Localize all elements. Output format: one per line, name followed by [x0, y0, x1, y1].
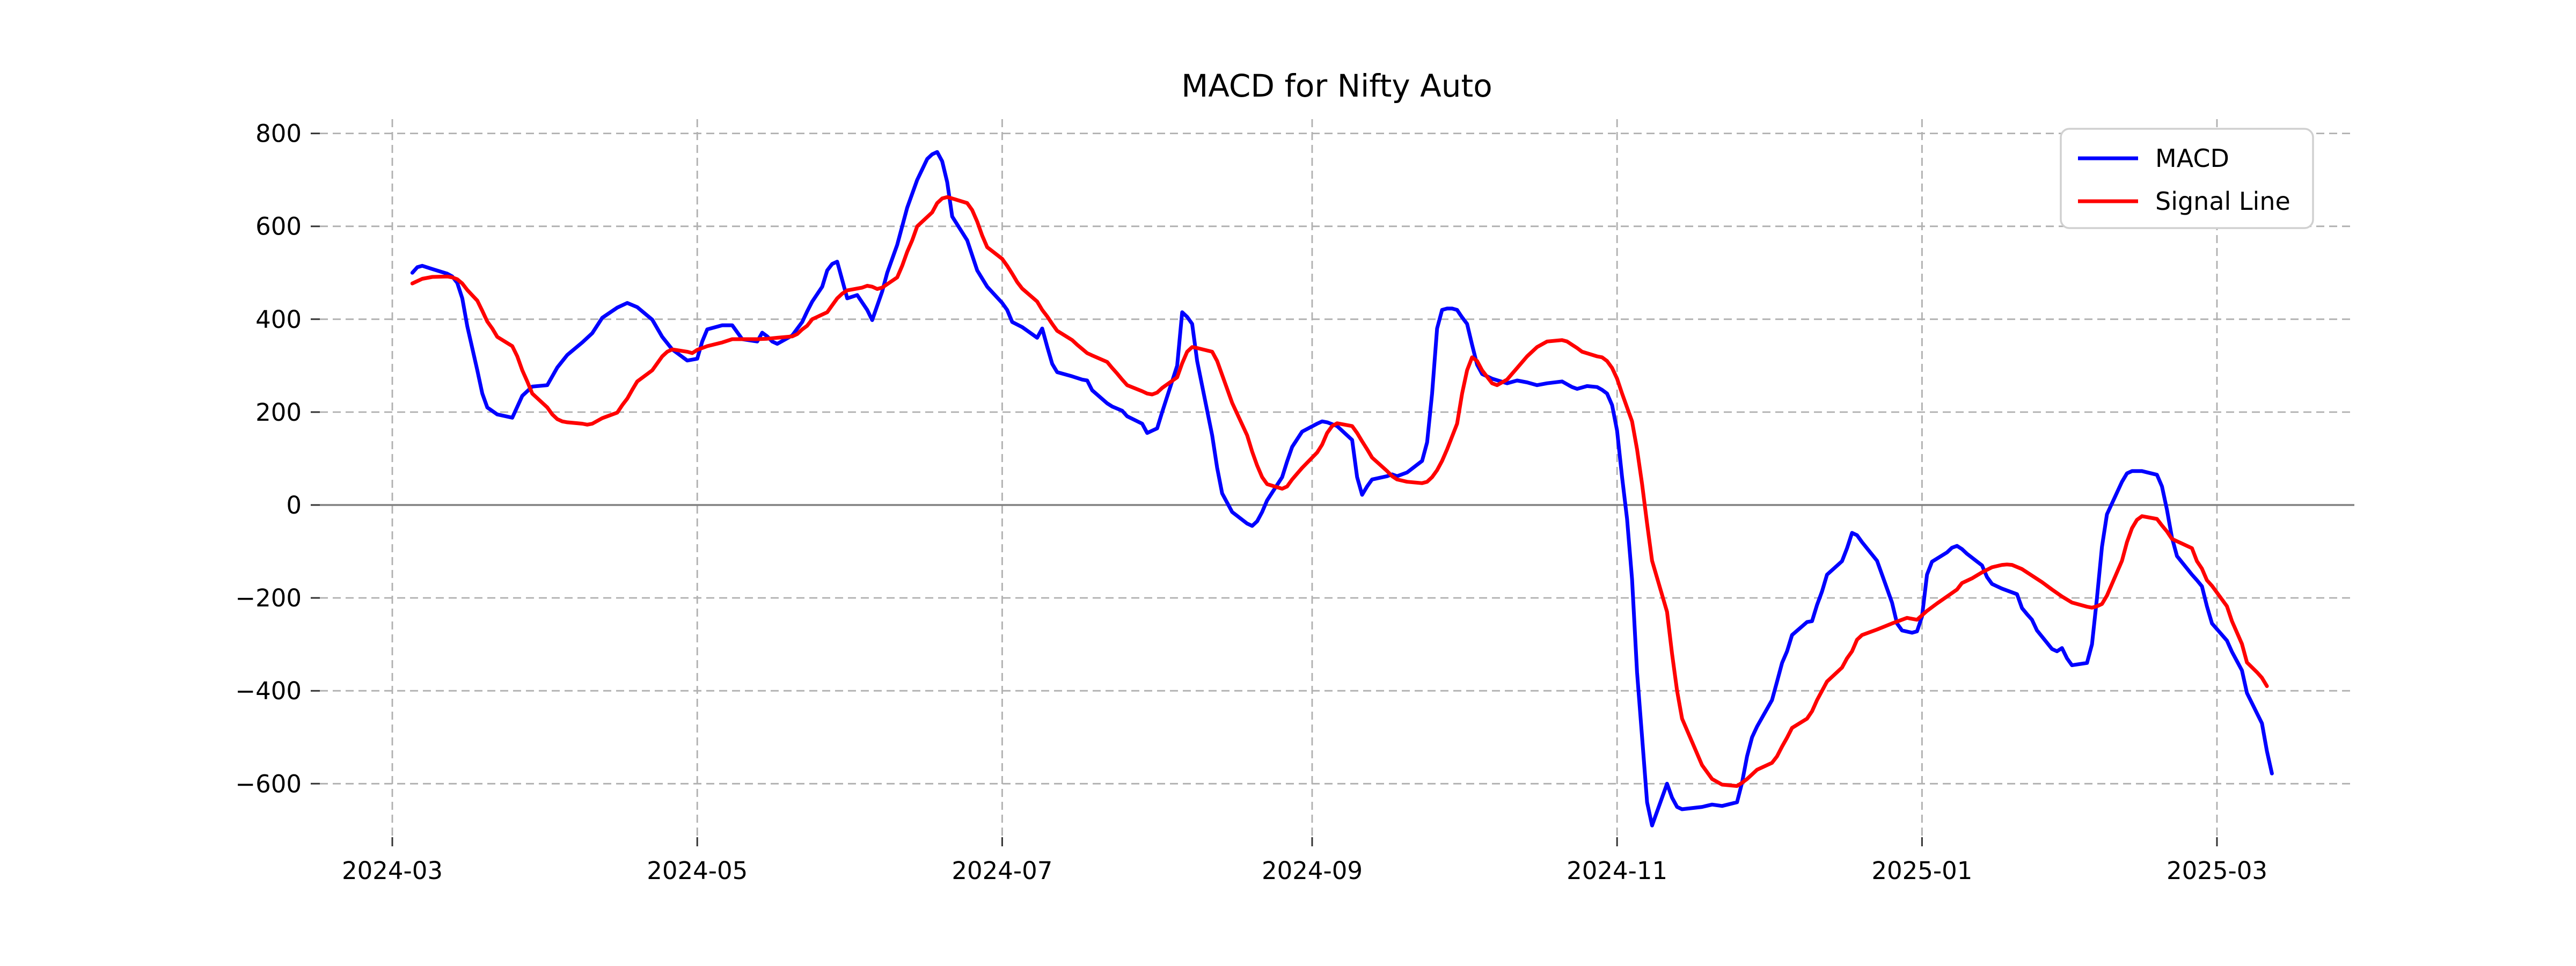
grid-lines — [320, 119, 2354, 837]
axis-ticks — [311, 133, 2218, 846]
data-series — [410, 150, 2274, 828]
signal-line — [410, 195, 2269, 788]
x-tick-label: 2024-11 — [1567, 857, 1667, 885]
x-tick-label: 2024-09 — [1262, 857, 1363, 885]
legend: MACD Signal Line — [2060, 128, 2314, 229]
y-tick-label: 600 — [255, 213, 302, 241]
x-tick-label: 2024-03 — [342, 857, 443, 885]
legend-macd-label: MACD — [2155, 144, 2229, 173]
x-tick-label: 2025-01 — [1871, 857, 1972, 885]
y-tick-label: 400 — [255, 305, 302, 334]
y-tick-label: −200 — [235, 584, 302, 612]
y-tick-label: 0 — [286, 491, 302, 519]
y-tick-label: 200 — [255, 398, 302, 427]
axis-tick-labels: 2024-03 2024-05 2024-07 2024-09 2024-11 2025-… — [235, 120, 2267, 885]
y-tick-label: −400 — [235, 677, 302, 705]
legend-signal-label: Signal Line — [2155, 187, 2290, 216]
legend-box — [2060, 128, 2314, 229]
x-tick-label: 2025-03 — [2167, 857, 2267, 885]
y-tick-label: 800 — [255, 120, 302, 148]
chart-title: MACD for Nifty Auto — [1181, 68, 1492, 104]
macd-line — [410, 150, 2274, 828]
x-tick-label: 2024-05 — [647, 857, 748, 885]
y-tick-label: −600 — [235, 770, 302, 798]
x-tick-label: 2024-07 — [952, 857, 1052, 885]
